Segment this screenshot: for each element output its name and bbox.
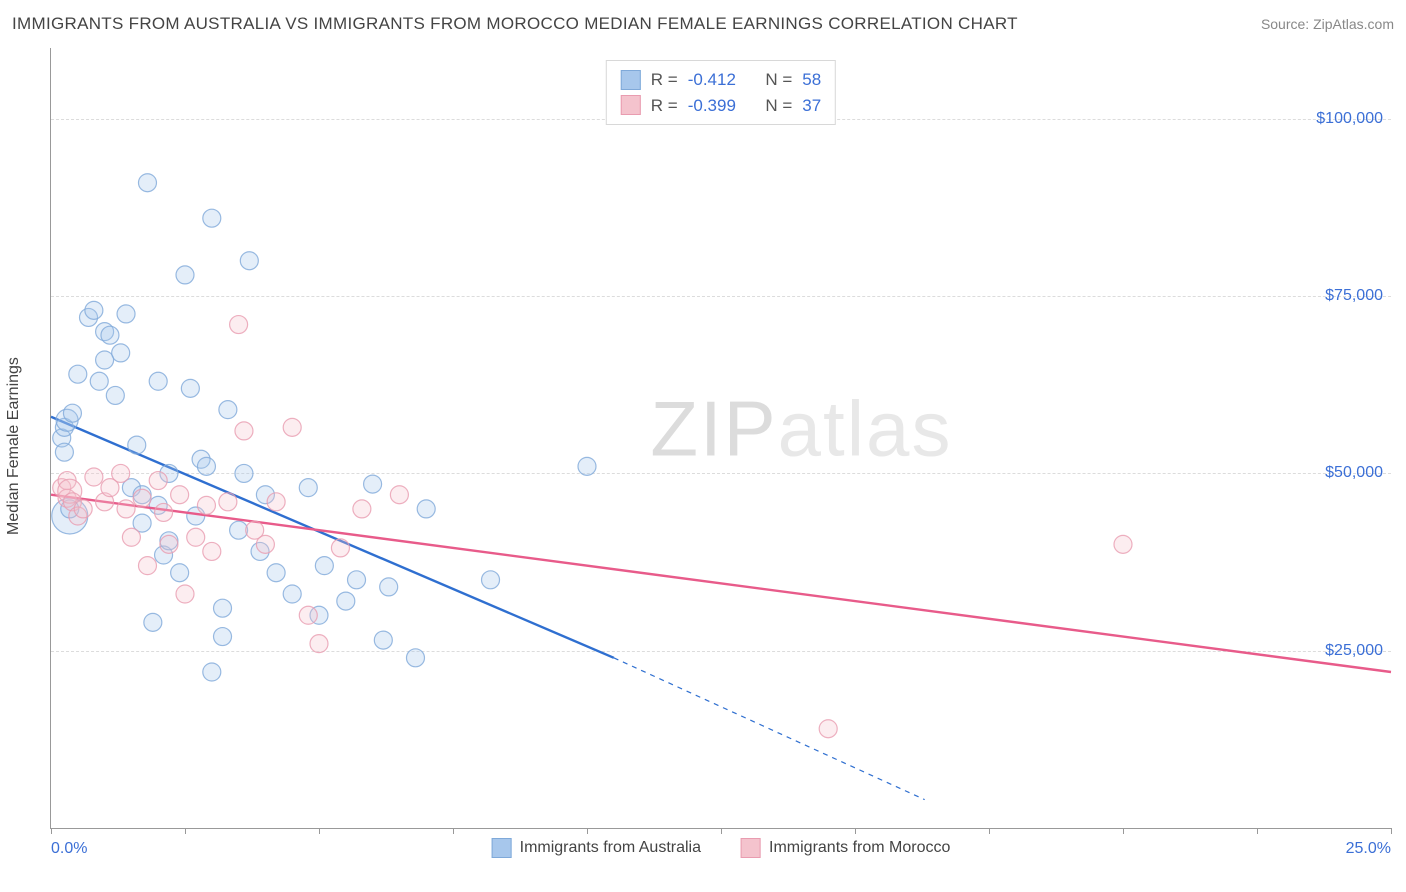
scatter-point-morocco (155, 503, 173, 521)
trend-extrapolation-australia (614, 658, 925, 800)
x-tick (1257, 828, 1258, 834)
plot-area: ZIPatlas $25,000$50,000$75,000$100,000 0… (50, 48, 1391, 829)
scatter-point-morocco (1114, 535, 1132, 553)
source-label: Source: ZipAtlas.com (1261, 16, 1394, 32)
scatter-point-morocco (256, 535, 274, 553)
scatter-point-morocco (187, 528, 205, 546)
scatter-point-morocco (171, 486, 189, 504)
scatter-point-australia (203, 663, 221, 681)
scatter-point-australia (171, 564, 189, 582)
scatter-point-australia (69, 365, 87, 383)
scatter-point-australia (176, 266, 194, 284)
legend: Immigrants from Australia Immigrants fro… (492, 838, 951, 858)
scatter-point-australia (214, 628, 232, 646)
scatter-point-australia (406, 649, 424, 667)
scatter-point-morocco (74, 500, 92, 518)
scatter-point-australia (96, 351, 114, 369)
scatter-point-australia (578, 457, 596, 475)
scatter-point-australia (138, 174, 156, 192)
title-bar: IMMIGRANTS FROM AUSTRALIA VS IMMIGRANTS … (12, 10, 1394, 38)
scatter-point-morocco (819, 720, 837, 738)
scatter-point-australia (128, 436, 146, 454)
scatter-point-australia (417, 500, 435, 518)
scatter-point-morocco (138, 557, 156, 575)
scatter-point-morocco (112, 464, 130, 482)
scatter-point-australia (214, 599, 232, 617)
scatter-point-australia (90, 372, 108, 390)
scatter-point-australia (299, 479, 317, 497)
x-tick (51, 828, 52, 834)
x-tick (721, 828, 722, 834)
scatter-point-australia (112, 344, 130, 362)
scatter-point-morocco (331, 539, 349, 557)
x-axis-min-label: 0.0% (51, 840, 87, 858)
scatter-point-australia (106, 386, 124, 404)
scatter-point-australia (482, 571, 500, 589)
scatter-point-morocco (299, 606, 317, 624)
scatter-point-australia (197, 457, 215, 475)
scatter-point-australia (315, 557, 333, 575)
scatter-point-australia (63, 404, 81, 422)
scatter-point-australia (144, 613, 162, 631)
scatter-point-australia (337, 592, 355, 610)
scatter-point-morocco (310, 635, 328, 653)
x-tick (1391, 828, 1392, 834)
scatter-point-australia (380, 578, 398, 596)
scatter-point-australia (267, 564, 285, 582)
legend-label-australia: Immigrants from Australia (520, 839, 701, 857)
chart-title: IMMIGRANTS FROM AUSTRALIA VS IMMIGRANTS … (12, 14, 1018, 34)
x-tick (989, 828, 990, 834)
scatter-point-morocco (235, 422, 253, 440)
scatter-point-morocco (353, 500, 371, 518)
scatter-point-australia (283, 585, 301, 603)
scatter-point-australia (181, 379, 199, 397)
scatter-point-australia (149, 372, 167, 390)
scatter-point-australia (348, 571, 366, 589)
scatter-point-australia (85, 301, 103, 319)
scatter-point-australia (240, 252, 258, 270)
scatter-point-morocco (122, 528, 140, 546)
chart-container: IMMIGRANTS FROM AUSTRALIA VS IMMIGRANTS … (0, 0, 1406, 892)
x-tick (453, 828, 454, 834)
scatter-point-australia (55, 443, 73, 461)
scatter-point-morocco (176, 585, 194, 603)
x-tick (319, 828, 320, 834)
scatter-point-australia (203, 209, 221, 227)
legend-swatch-australia (492, 838, 512, 858)
scatter-point-australia (364, 475, 382, 493)
scatter-point-morocco (230, 316, 248, 334)
scatter-point-morocco (85, 468, 103, 486)
legend-item-morocco: Immigrants from Morocco (741, 838, 950, 858)
scatter-point-morocco (203, 542, 221, 560)
scatter-point-morocco (267, 493, 285, 511)
x-tick (855, 828, 856, 834)
scatter-point-morocco (197, 496, 215, 514)
scatter-point-australia (374, 631, 392, 649)
legend-swatch-morocco (741, 838, 761, 858)
scatter-point-australia (235, 464, 253, 482)
x-tick (1123, 828, 1124, 834)
legend-label-morocco: Immigrants from Morocco (769, 839, 950, 857)
scatter-point-morocco (149, 472, 167, 490)
scatter-point-morocco (160, 535, 178, 553)
scatter-point-morocco (390, 486, 408, 504)
x-axis-max-label: 25.0% (1346, 840, 1391, 858)
scatter-point-morocco (133, 489, 151, 507)
scatter-point-morocco (283, 418, 301, 436)
scatter-point-australia (219, 401, 237, 419)
x-tick (185, 828, 186, 834)
scatter-svg (51, 48, 1391, 828)
legend-item-australia: Immigrants from Australia (492, 838, 701, 858)
scatter-point-morocco (117, 500, 135, 518)
scatter-point-morocco (219, 493, 237, 511)
y-axis-title: Median Female Earnings (5, 357, 23, 535)
scatter-point-australia (101, 326, 119, 344)
x-tick (587, 828, 588, 834)
scatter-point-australia (117, 305, 135, 323)
scatter-point-australia (230, 521, 248, 539)
